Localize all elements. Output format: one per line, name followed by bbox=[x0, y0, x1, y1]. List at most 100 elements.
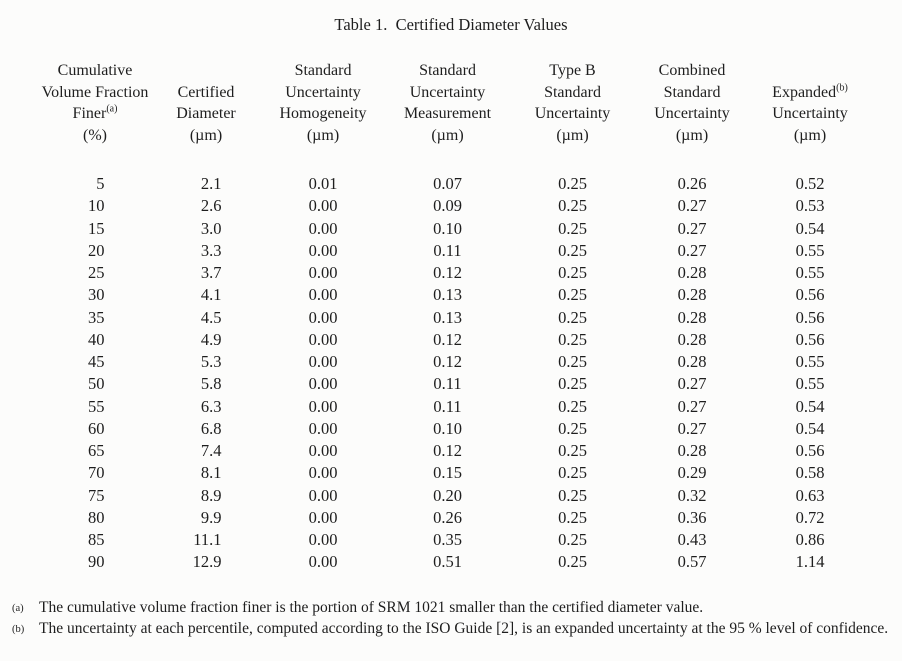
cell-value: 0.00 bbox=[308, 196, 338, 216]
cell-value: 0.56 bbox=[795, 329, 825, 349]
table-row: 40 4.9 0.00 0.12 0.25 0.28 0.56 bbox=[0, 329, 902, 351]
cell-value: 11.1 bbox=[193, 530, 222, 549]
header-unit: (%) bbox=[83, 126, 107, 144]
cell-value: 0.56 bbox=[795, 307, 825, 327]
cell-col6: 0.43 bbox=[634, 529, 750, 551]
cell-col6: 0.28 bbox=[634, 284, 750, 306]
cell-value: 3.7 bbox=[200, 263, 222, 282]
cell-value: 0.25 bbox=[558, 485, 587, 505]
header-unit: (µm) bbox=[431, 126, 464, 144]
header-line: Finer(a) bbox=[40, 103, 150, 125]
header-line: Standard bbox=[663, 83, 721, 101]
cell-col2: 5.3 bbox=[150, 351, 262, 373]
cell-value: 0.11 bbox=[433, 374, 462, 394]
cell-value: 0.12 bbox=[433, 352, 462, 371]
table-row: 10 2.6 0.00 0.09 0.25 0.27 0.53 bbox=[0, 195, 902, 217]
cell-col1: 25 bbox=[0, 262, 150, 284]
cell-col4: 0.13 bbox=[384, 307, 511, 329]
cell-col1: 30 bbox=[0, 284, 150, 306]
cell-value: 0.10 bbox=[433, 218, 462, 238]
cell-value: 0.27 bbox=[677, 418, 707, 438]
header-unit: (µm) bbox=[306, 126, 340, 144]
table-row: 35 4.5 0.00 0.13 0.25 0.28 0.56 bbox=[0, 307, 902, 329]
cell-value: 40 bbox=[88, 329, 105, 349]
cell-col2: 5.8 bbox=[150, 373, 262, 395]
cell-col6: 0.27 bbox=[634, 373, 750, 395]
cell-value: 55 bbox=[88, 396, 105, 416]
cell-value: 0.25 bbox=[558, 218, 587, 238]
header-line: Combined bbox=[658, 62, 726, 79]
cell-col7: 1.14 bbox=[750, 551, 902, 573]
cell-col7: 0.56 bbox=[750, 307, 902, 329]
cell-value: 15 bbox=[88, 218, 105, 238]
header-unit: (µm) bbox=[189, 126, 223, 144]
cell-value: 0.12 bbox=[433, 263, 462, 282]
header-type-b-std-uncertainty: Type B Standard Uncertainty (µm) bbox=[511, 60, 634, 173]
cell-col3: 0.00 bbox=[262, 529, 384, 551]
cell-col1: 10 bbox=[0, 195, 150, 217]
cell-value: 5.3 bbox=[200, 352, 222, 371]
cell-col5: 0.25 bbox=[511, 373, 634, 395]
cell-value: 3.3 bbox=[200, 240, 222, 260]
cell-value: 20 bbox=[88, 240, 105, 260]
cell-col2: 3.7 bbox=[150, 262, 262, 284]
cell-value: 5.8 bbox=[200, 374, 222, 394]
cell-value: 0.55 bbox=[795, 374, 825, 394]
cell-value: 0.25 bbox=[558, 329, 587, 349]
cell-value: 0.25 bbox=[558, 396, 587, 416]
cell-col7: 0.52 bbox=[750, 173, 902, 195]
header-line: Standard bbox=[294, 62, 352, 79]
cell-col2: 6.3 bbox=[150, 396, 262, 418]
cell-value: 0.57 bbox=[677, 552, 707, 572]
cell-col6: 0.26 bbox=[634, 173, 750, 195]
cell-col1: 55 bbox=[0, 396, 150, 418]
cell-col2: 3.3 bbox=[150, 240, 262, 262]
cell-col4: 0.12 bbox=[384, 440, 511, 462]
cell-col2: 2.1 bbox=[150, 173, 262, 195]
cell-value: 0.12 bbox=[433, 441, 462, 460]
cell-value: 0.58 bbox=[795, 463, 825, 483]
table-row: 60 6.8 0.00 0.10 0.25 0.27 0.54 bbox=[0, 418, 902, 440]
cell-col7: 0.54 bbox=[750, 418, 902, 440]
cell-value: 0.25 bbox=[558, 530, 587, 549]
cell-value: 0.54 bbox=[795, 418, 825, 438]
cell-value: 0.27 bbox=[677, 196, 707, 216]
cell-value: 0.26 bbox=[433, 507, 462, 527]
cell-value: 0.13 bbox=[433, 285, 462, 305]
cell-col5: 0.25 bbox=[511, 329, 634, 351]
cell-col4: 0.20 bbox=[384, 485, 511, 507]
cell-col5: 0.25 bbox=[511, 507, 634, 529]
cell-col3: 0.00 bbox=[262, 329, 384, 351]
cell-value: 0.00 bbox=[308, 530, 338, 549]
cell-col2: 11.1 bbox=[150, 529, 262, 551]
cell-col4: 0.11 bbox=[384, 396, 511, 418]
cell-col7: 0.54 bbox=[750, 396, 902, 418]
cell-value: 8.9 bbox=[200, 485, 222, 505]
cell-value: 25 bbox=[88, 263, 105, 282]
footnote-text-b: The uncertainty at each percentile, comp… bbox=[39, 620, 889, 637]
cell-col2: 4.9 bbox=[150, 329, 262, 351]
cell-col2: 8.9 bbox=[150, 485, 262, 507]
header-line: Uncertainty bbox=[285, 83, 361, 101]
cell-col6: 0.27 bbox=[634, 195, 750, 217]
cell-value: 50 bbox=[88, 374, 105, 394]
cell-value: 0.56 bbox=[795, 285, 825, 305]
cell-col3: 0.00 bbox=[262, 507, 384, 529]
cell-value: 0.54 bbox=[795, 396, 825, 416]
cell-value: 0.00 bbox=[308, 240, 338, 260]
table-row: 90 12.9 0.00 0.51 0.25 0.57 1.14 bbox=[0, 551, 902, 573]
cell-col6: 0.28 bbox=[634, 351, 750, 373]
cell-col3: 0.00 bbox=[262, 307, 384, 329]
cell-value: 0.01 bbox=[308, 174, 338, 193]
table-row: 70 8.1 0.00 0.15 0.25 0.29 0.58 bbox=[0, 462, 902, 484]
cell-value: 0.25 bbox=[558, 463, 587, 483]
header-unit: (µm) bbox=[556, 126, 589, 144]
cell-col4: 0.10 bbox=[384, 218, 511, 240]
cell-col1: 80 bbox=[0, 507, 150, 529]
cell-col5: 0.25 bbox=[511, 173, 634, 195]
cell-value: 0.00 bbox=[308, 329, 338, 349]
cell-value: 0.53 bbox=[795, 196, 825, 216]
cell-value: 0.00 bbox=[308, 396, 338, 416]
table-row: 65 7.4 0.00 0.12 0.25 0.28 0.56 bbox=[0, 440, 902, 462]
cell-value: 0.32 bbox=[677, 485, 707, 505]
